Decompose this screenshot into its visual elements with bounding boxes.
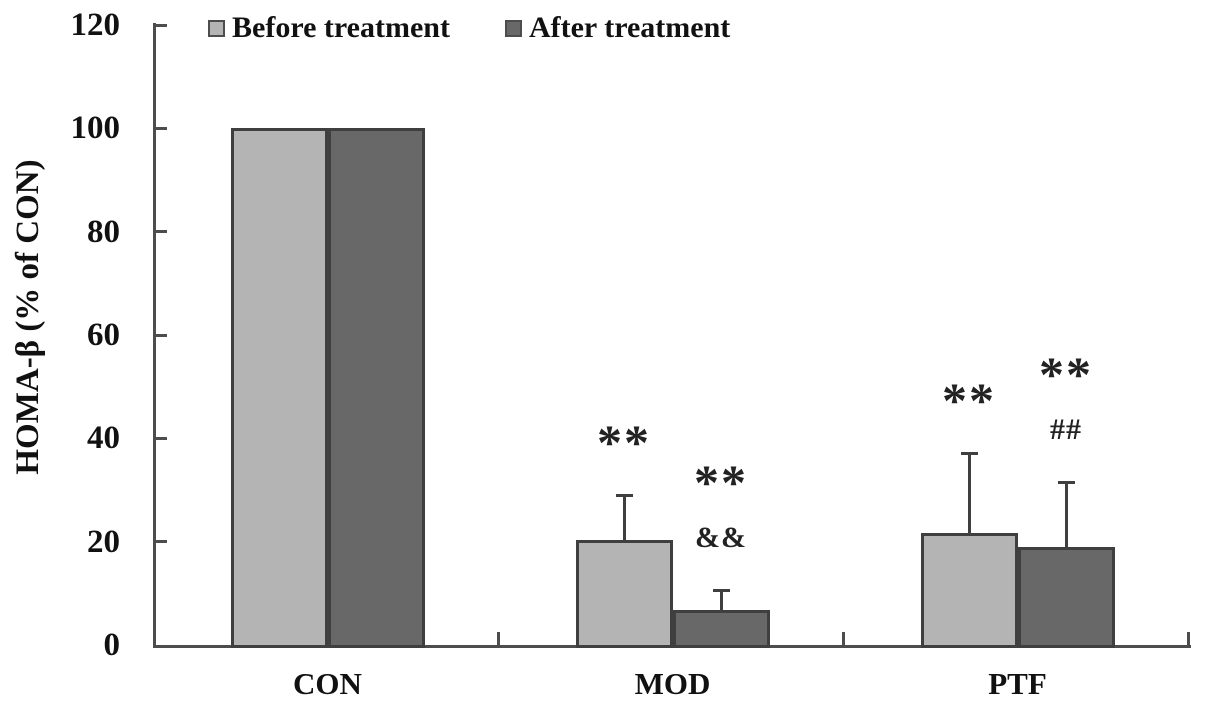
- significance-stars: **: [597, 414, 651, 471]
- y-axis-tick: [156, 436, 167, 440]
- y-axis-line: [153, 23, 156, 648]
- y-axis-tick: [156, 23, 167, 27]
- x-category-label-ptf: PTF: [988, 666, 1047, 701]
- significance-symbol: ##: [1050, 413, 1082, 447]
- error-bar-cap: [1057, 481, 1075, 485]
- y-axis-tick-label: 60: [87, 317, 120, 353]
- significance-annotations: **: [554, 415, 694, 470]
- x-category-label-mod: MOD: [634, 666, 711, 701]
- legend-item-before: Before treatment: [208, 12, 450, 44]
- legend-swatch-before: [208, 19, 225, 37]
- bar-ptf-before: [920, 532, 1018, 648]
- error-bar-cap: [615, 494, 633, 498]
- error-bar: [622, 495, 626, 541]
- significance-stars: **: [942, 372, 996, 429]
- significance-stars: **: [694, 454, 748, 511]
- legend-label-before: Before treatment: [232, 11, 450, 44]
- legend: Before treatment After treatment: [208, 12, 730, 44]
- y-axis-tick-label: 20: [87, 523, 120, 560]
- significance-stars: **: [1039, 346, 1093, 403]
- bar-con-after: [327, 128, 425, 648]
- bar-mod-before: [575, 540, 673, 648]
- y-axis-tick: [156, 230, 167, 234]
- y-axis-tick-label: 0: [103, 627, 121, 663]
- y-axis-tick: [156, 540, 167, 544]
- x-axis-tick: [497, 632, 500, 645]
- x-axis-tick: [1187, 632, 1190, 645]
- y-axis-tick-label: 120: [70, 7, 121, 43]
- bar-con-before: [230, 128, 328, 648]
- bar-ptf-after: [1017, 546, 1115, 648]
- y-axis-tick: [156, 333, 167, 337]
- y-axis-tick: [156, 126, 167, 130]
- error-bar: [719, 590, 723, 610]
- error-bar-cap: [712, 589, 730, 593]
- legend-label-after: After treatment: [528, 11, 731, 44]
- y-axis-tick-label: 80: [87, 213, 120, 250]
- bar-mod-after: [672, 609, 770, 648]
- significance-annotations: ** &&: [651, 455, 791, 565]
- y-axis-tick-label: 40: [87, 420, 120, 457]
- error-bar: [1064, 482, 1068, 547]
- y-axis-tick-label: 100: [70, 110, 121, 147]
- x-axis-tick: [842, 632, 845, 645]
- significance-annotations: ** ##: [996, 347, 1136, 457]
- x-category-label-con: CON: [293, 666, 362, 701]
- significance-annotations: **: [899, 373, 1039, 428]
- error-bar-cap: [960, 452, 978, 456]
- error-bar: [967, 453, 971, 533]
- significance-symbol: &&: [695, 521, 747, 555]
- legend-item-after: After treatment: [504, 11, 731, 44]
- legend-swatch-after: [504, 19, 522, 37]
